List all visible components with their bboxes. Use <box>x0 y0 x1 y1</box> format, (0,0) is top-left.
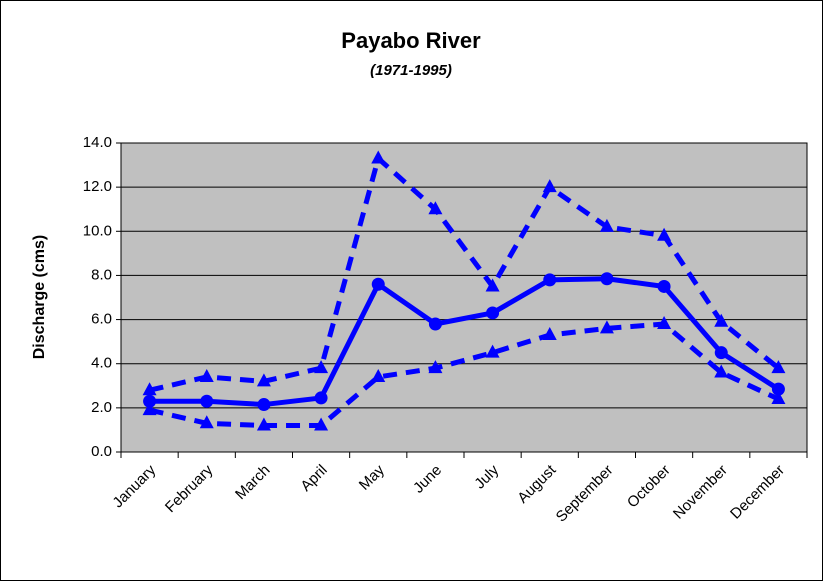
marker <box>657 315 672 329</box>
marker <box>771 360 786 374</box>
marker <box>199 415 214 429</box>
marker <box>428 317 442 331</box>
marker <box>314 417 329 431</box>
marker <box>143 394 157 408</box>
marker <box>599 218 614 232</box>
marker <box>199 368 214 382</box>
marker <box>486 306 500 320</box>
series-line <box>149 276 780 408</box>
marker <box>657 227 672 241</box>
marker <box>771 382 785 396</box>
y-tick-label: 6.0 <box>91 311 112 328</box>
marker <box>714 346 728 360</box>
y-tick-label: 8.0 <box>91 266 112 283</box>
marker <box>485 344 500 358</box>
marker <box>771 391 786 405</box>
chart-title: Payabo River <box>341 28 481 53</box>
marker <box>256 373 271 387</box>
y-axis-label: Discharge (cms) <box>31 235 48 360</box>
y-tick-label: 10.0 <box>83 222 112 239</box>
marker <box>371 150 386 164</box>
marker <box>142 402 157 416</box>
chart-subtitle: (1971-1995) <box>370 62 452 79</box>
marker <box>257 398 271 412</box>
marker <box>428 360 443 374</box>
marker <box>600 272 614 286</box>
marker <box>714 313 729 327</box>
marker <box>428 201 443 215</box>
marker <box>543 273 557 287</box>
marker <box>142 382 157 396</box>
marker <box>485 278 500 292</box>
y-tick-label: 14.0 <box>83 134 112 151</box>
y-tick-label: 2.0 <box>91 399 112 416</box>
y-tick-label: 12.0 <box>83 178 112 195</box>
marker <box>599 320 614 334</box>
marker <box>714 364 729 378</box>
marker <box>314 360 329 374</box>
marker <box>314 391 328 405</box>
marker <box>542 179 557 193</box>
marker <box>371 277 385 291</box>
y-tick-label: 4.0 <box>91 355 112 372</box>
marker <box>657 279 671 293</box>
series-line <box>149 155 780 393</box>
marker <box>256 417 271 431</box>
marker <box>200 394 214 408</box>
marker <box>542 327 557 341</box>
series-line <box>149 321 780 429</box>
y-tick-label: 0.0 <box>91 443 112 460</box>
marker <box>371 368 386 382</box>
